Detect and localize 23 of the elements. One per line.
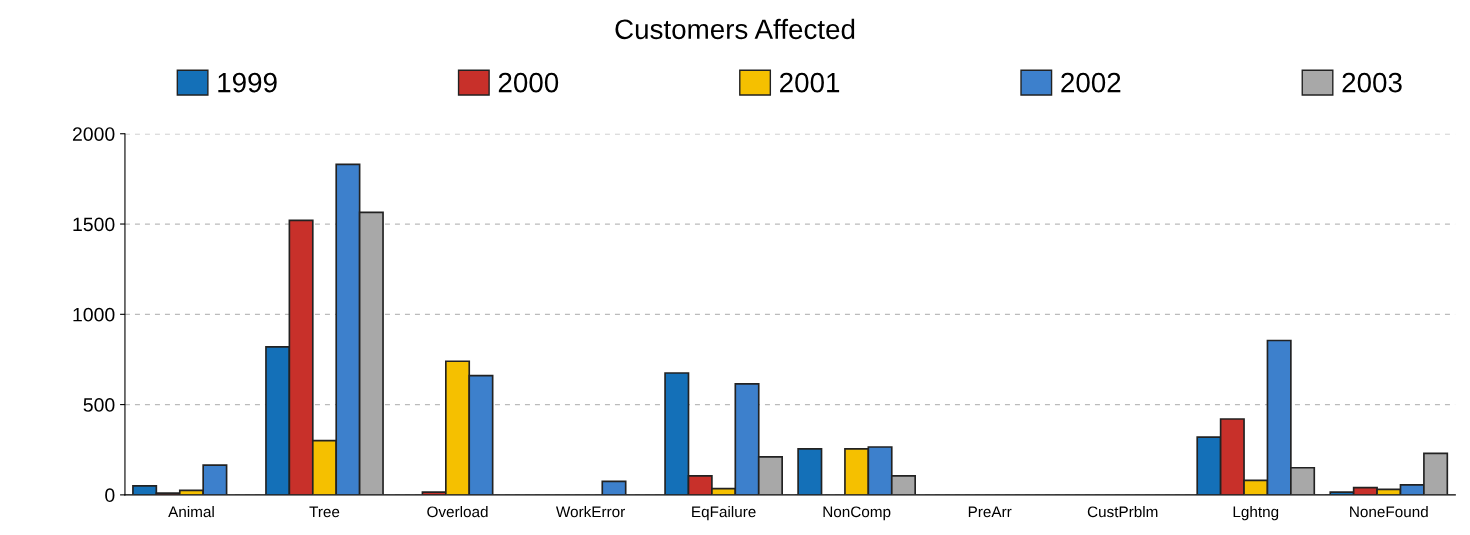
legend-label: 2003: [1342, 72, 1402, 93]
y-tick-label: 0: [105, 488, 115, 503]
legend-label: 2001: [780, 72, 840, 93]
bar: [797, 447, 823, 495]
x-tick-label: Lghtng: [1233, 505, 1279, 521]
chart-title: Customers Affected: [615, 18, 855, 40]
x-tick-label: Overload: [427, 505, 488, 518]
x-tick-label: EqFailure: [692, 505, 756, 521]
y-tick-label: 500: [83, 398, 115, 412]
x-tick-label: PreArr: [968, 506, 1012, 518]
x-tick-label: WorkError: [555, 505, 625, 518]
x-tick-label: NonComp: [823, 506, 891, 521]
legend-label: 2002: [1061, 72, 1121, 93]
legend-label: 2000: [498, 72, 559, 93]
x-tick-label: NoneFound: [1350, 505, 1428, 518]
y-tick-label: 2000: [72, 127, 115, 141]
y-tick-label: 1000: [73, 307, 115, 322]
x-tick-label: Animal: [168, 505, 214, 518]
x-tick-label: Tree: [309, 506, 340, 518]
y-tick-label: 1500: [73, 217, 115, 232]
bar: [601, 480, 627, 495]
x-tick-label: CustPrblm: [1087, 505, 1158, 518]
legend-label: 1999: [218, 72, 277, 93]
